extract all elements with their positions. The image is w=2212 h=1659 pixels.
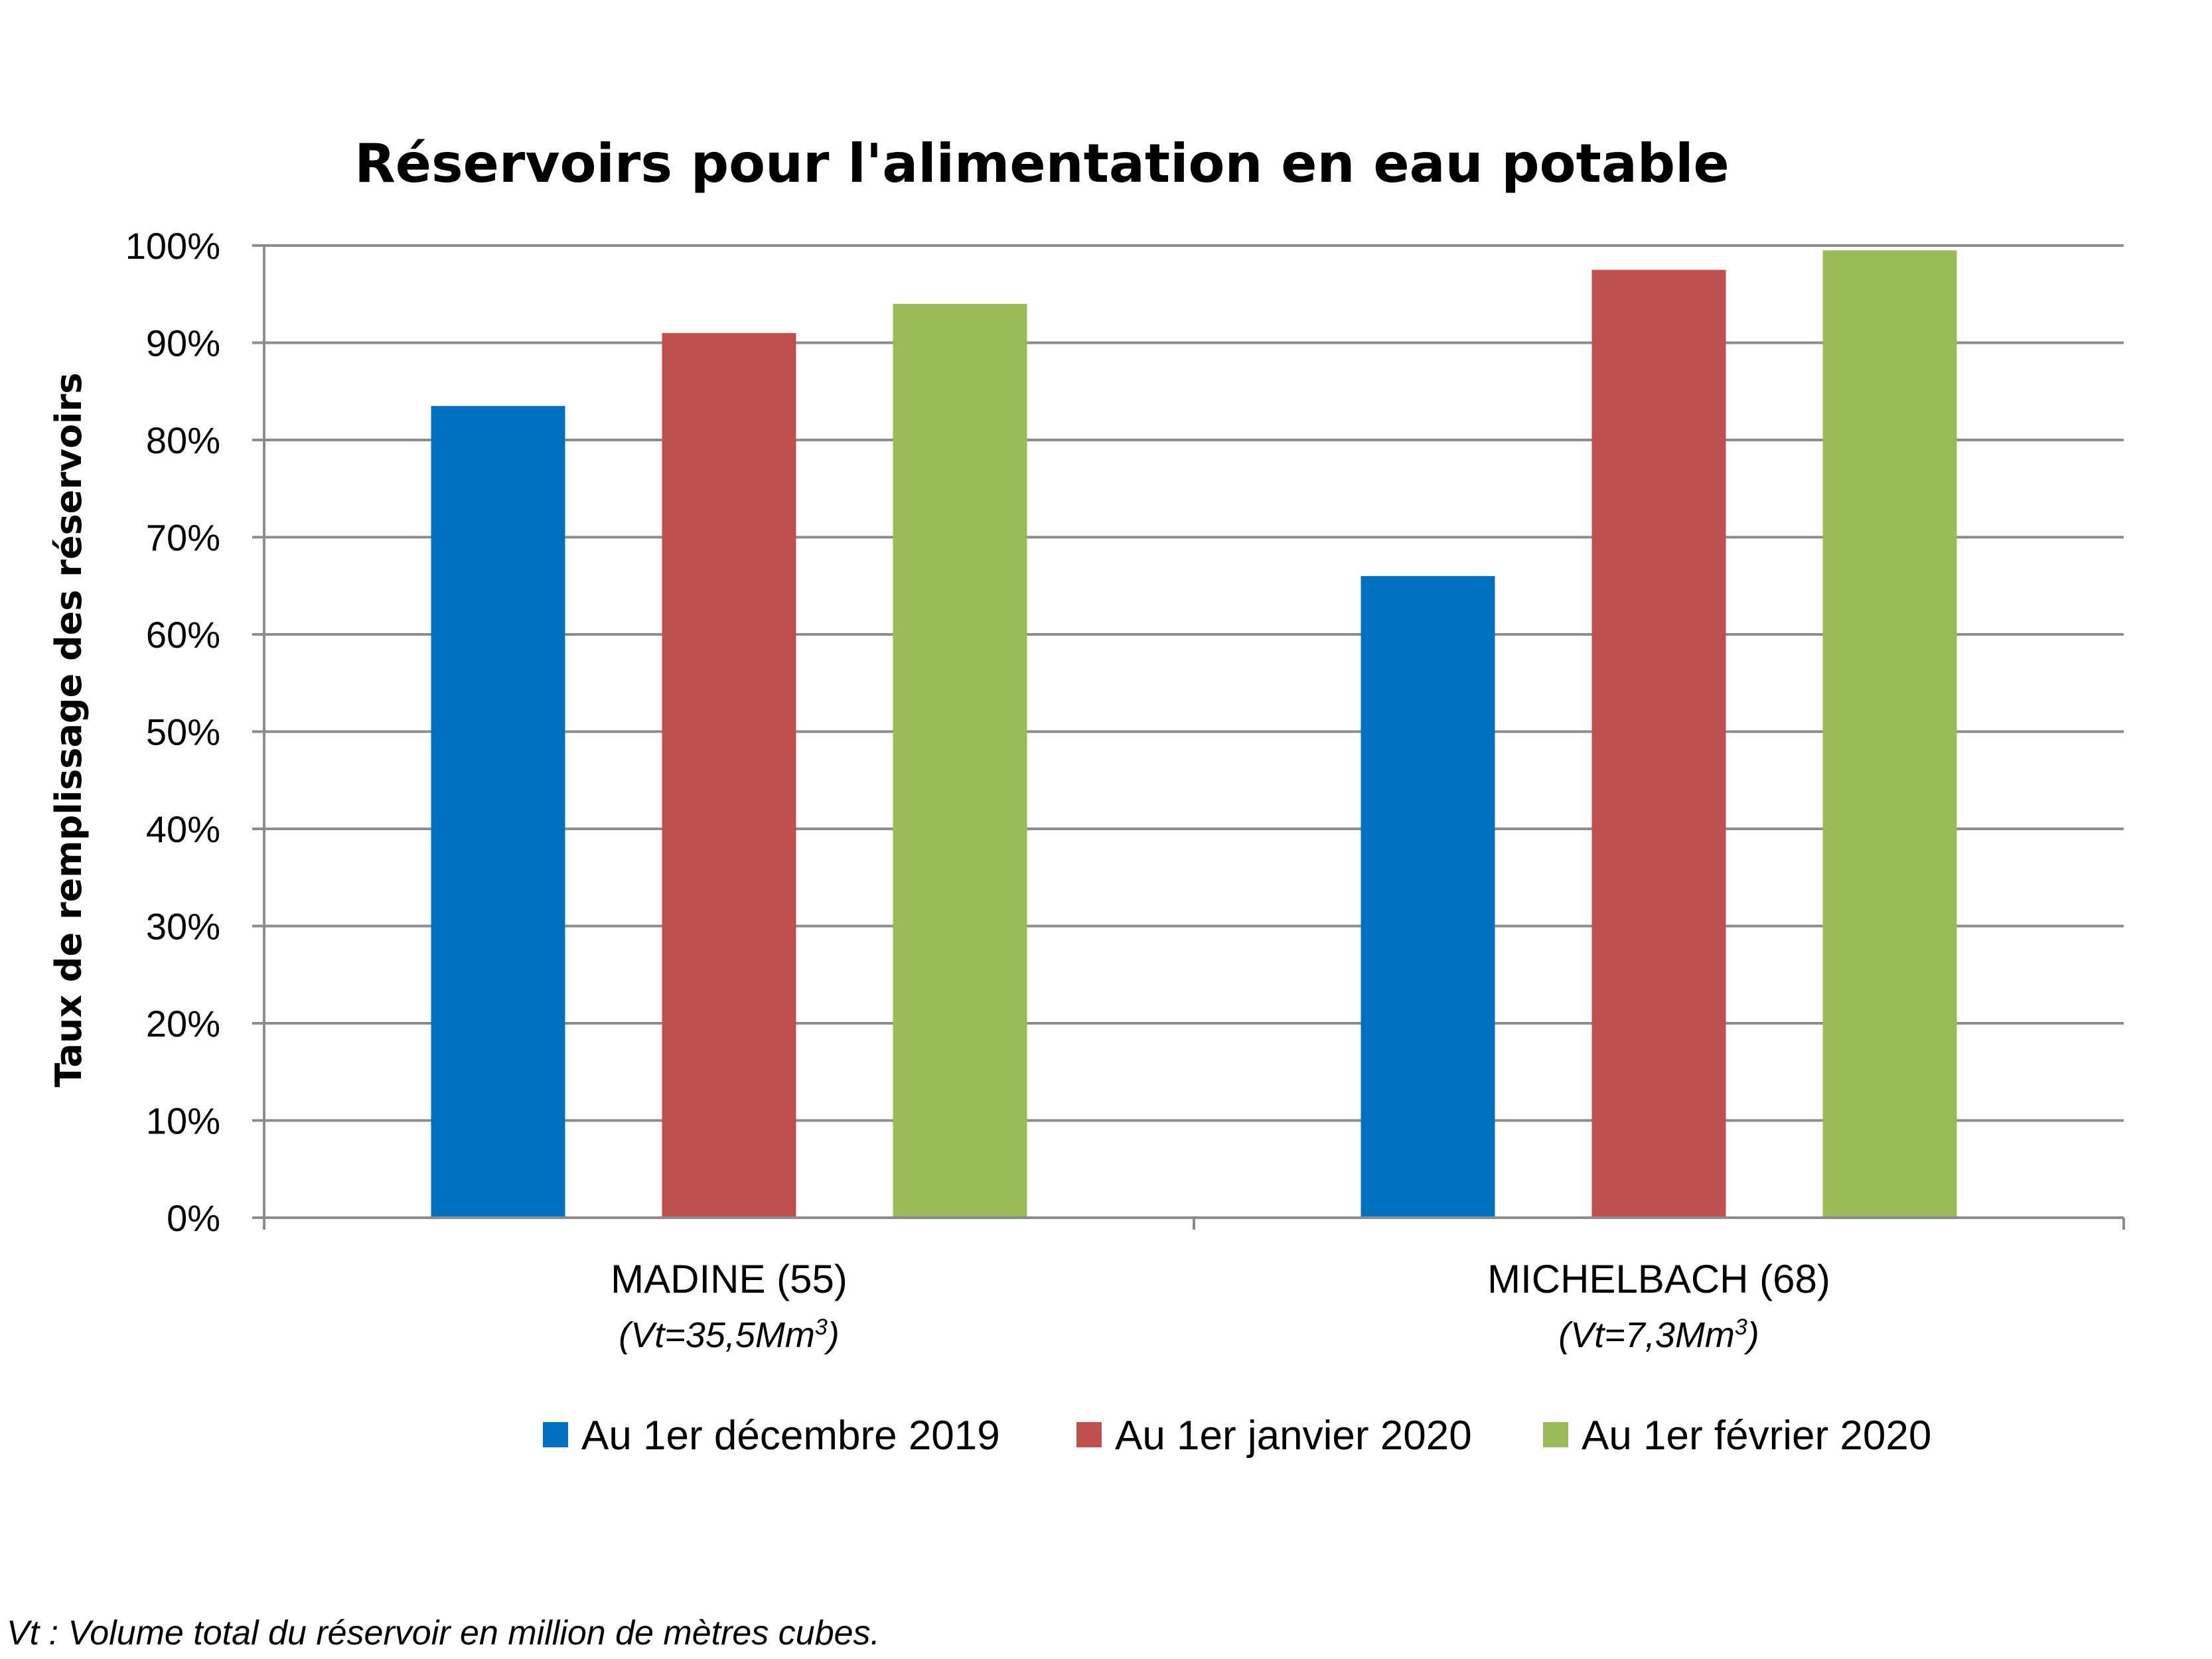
y-tick-label: 50%	[146, 711, 220, 753]
y-tick-label: 0%	[167, 1197, 220, 1239]
x-tick-label: MICHELBACH (68)	[1487, 1257, 1830, 1301]
gridlines	[264, 244, 2124, 1122]
chart-title: Réservoirs pour l'alimentation en eau po…	[354, 133, 1730, 194]
bar	[1822, 250, 1957, 1218]
legend: Au 1er décembre 2019 Au 1er janvier 2020 A…	[543, 1413, 1931, 1459]
category-labels: MADINE (55) (Vt=35,5Mm3) MICHELBACH (68) (V…	[611, 1257, 1830, 1355]
axes	[263, 246, 2125, 1230]
legend-label: Au 1er février 2020	[1582, 1413, 1931, 1459]
y-tick-label: 10%	[146, 1100, 220, 1142]
y-tick-label: 40%	[146, 808, 220, 850]
x-tick-sublabel: (Vt=35,5Mm3)	[619, 1315, 840, 1355]
y-tick-label: 90%	[146, 323, 220, 364]
footnote: Vt : Volume total du réservoir en millio…	[7, 1614, 880, 1652]
y-tick-label: 30%	[146, 906, 220, 948]
y-axis-ticks: 0% 10% 20% 30% 40% 50% 60% 70% 80% 90% 100%	[125, 225, 264, 1239]
bars	[431, 250, 1957, 1218]
legend-swatch	[543, 1422, 568, 1447]
bar	[1361, 576, 1495, 1218]
x-tick-label: MADINE (55)	[611, 1257, 848, 1301]
bar	[431, 405, 565, 1218]
legend-label: Au 1er décembre 2019	[581, 1413, 1000, 1459]
x-tick-sublabel: (Vt=7,3Mm3)	[1558, 1315, 1759, 1355]
y-tick-label: 80%	[146, 419, 220, 461]
y-axis-label: Taux de remplissage des réservoirs	[48, 373, 90, 1088]
y-tick-label: 70%	[146, 517, 220, 559]
legend-swatch	[1543, 1422, 1568, 1447]
bar	[662, 332, 796, 1218]
y-tick-label: 20%	[146, 1003, 220, 1045]
bar	[1591, 269, 1726, 1218]
y-tick-label: 100%	[125, 225, 220, 267]
legend-label: Au 1er janvier 2020	[1115, 1413, 1472, 1459]
bar	[893, 303, 1027, 1218]
legend-swatch	[1076, 1422, 1102, 1447]
y-tick-label: 60%	[146, 614, 220, 656]
